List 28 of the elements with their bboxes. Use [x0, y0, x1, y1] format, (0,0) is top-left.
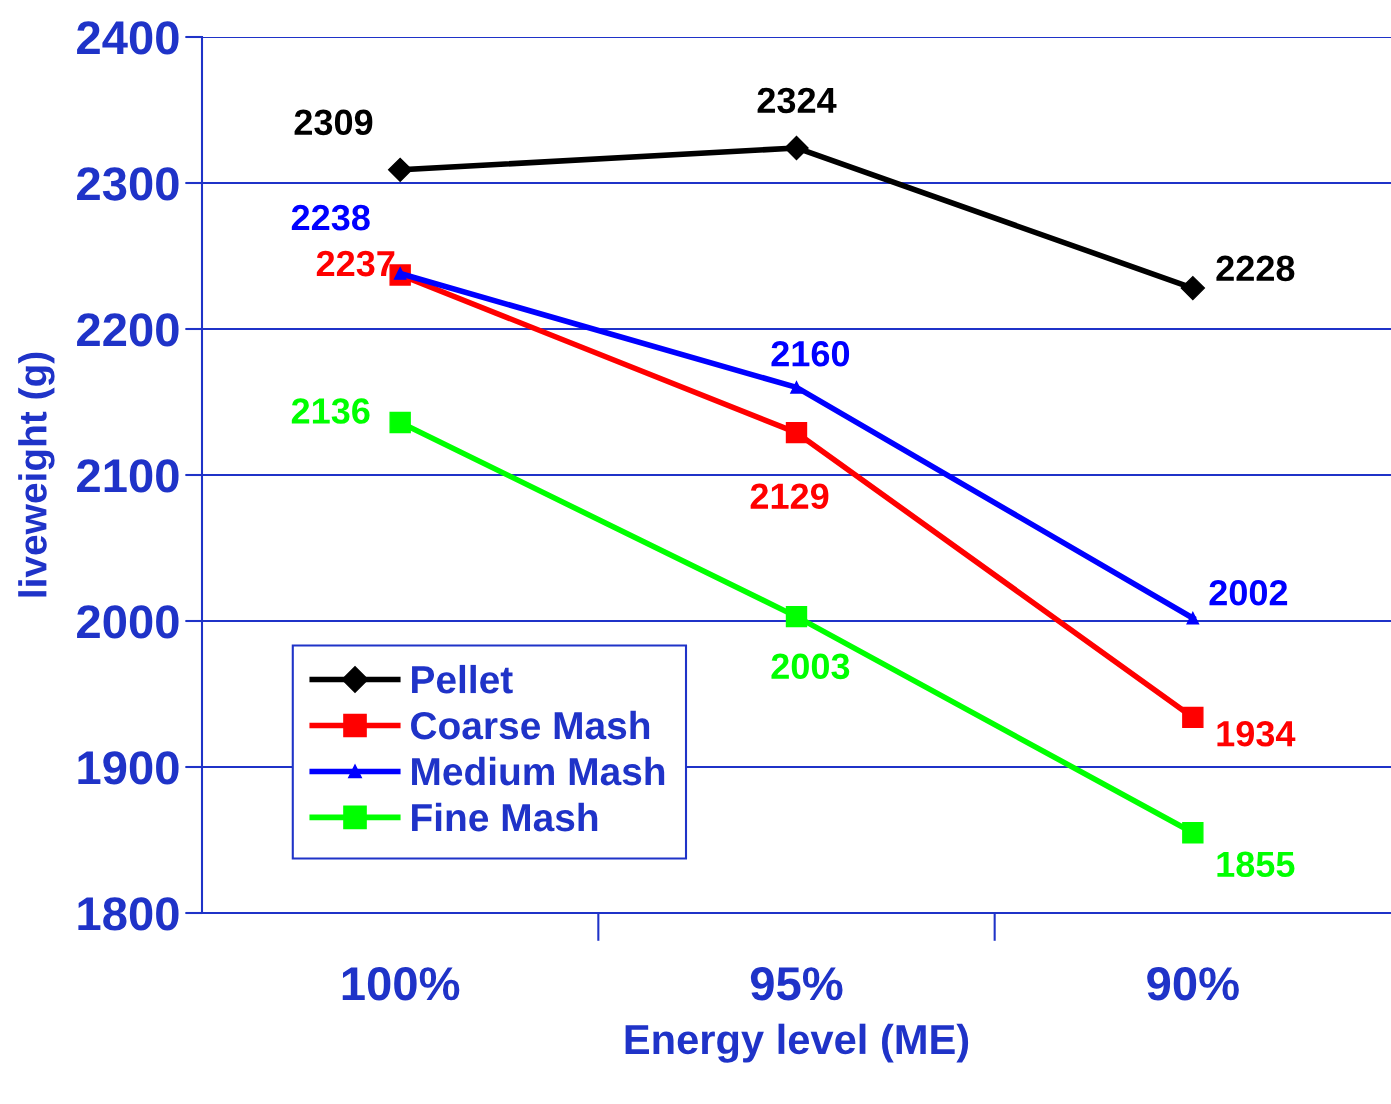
data-label: 2136: [291, 398, 370, 424]
data-label: 2129: [750, 483, 829, 510]
data-label: 2003: [771, 653, 850, 680]
x-tick-label: 100%: [342, 967, 460, 1001]
data-label: 2002: [1209, 579, 1288, 606]
y-tick-label: 2400: [77, 21, 179, 55]
legend-label: Fine Mash: [412, 802, 598, 832]
data-label: 2237: [316, 250, 395, 277]
y-axis-title: liveweight (g): [18, 352, 55, 597]
x-axis-title: Energy level (ME): [625, 1023, 969, 1063]
y-tick-label: 2000: [77, 605, 179, 639]
data-label: 2324: [757, 87, 837, 114]
y-tick-label: 1800: [78, 897, 179, 931]
y-tick-label: 2300: [77, 167, 179, 201]
y-tick-label: 2200: [77, 313, 179, 347]
data-label: 2160: [771, 340, 850, 367]
legend-label: Pellet: [412, 664, 513, 694]
legend-label: Medium Mash: [412, 756, 665, 786]
x-tick-label: 90%: [1147, 967, 1239, 1001]
y-tick-label: 1900: [78, 751, 179, 785]
data-label: 2309: [294, 109, 373, 136]
data-label: 2238: [291, 204, 370, 231]
legend-label: Coarse Mash: [411, 710, 650, 740]
data-label: 2228: [1216, 255, 1295, 282]
x-tick-label: 95%: [750, 967, 843, 1001]
data-label: 1934: [1217, 720, 1296, 747]
data-label: 1855: [1217, 851, 1295, 878]
y-tick-label: 2100: [77, 459, 179, 493]
